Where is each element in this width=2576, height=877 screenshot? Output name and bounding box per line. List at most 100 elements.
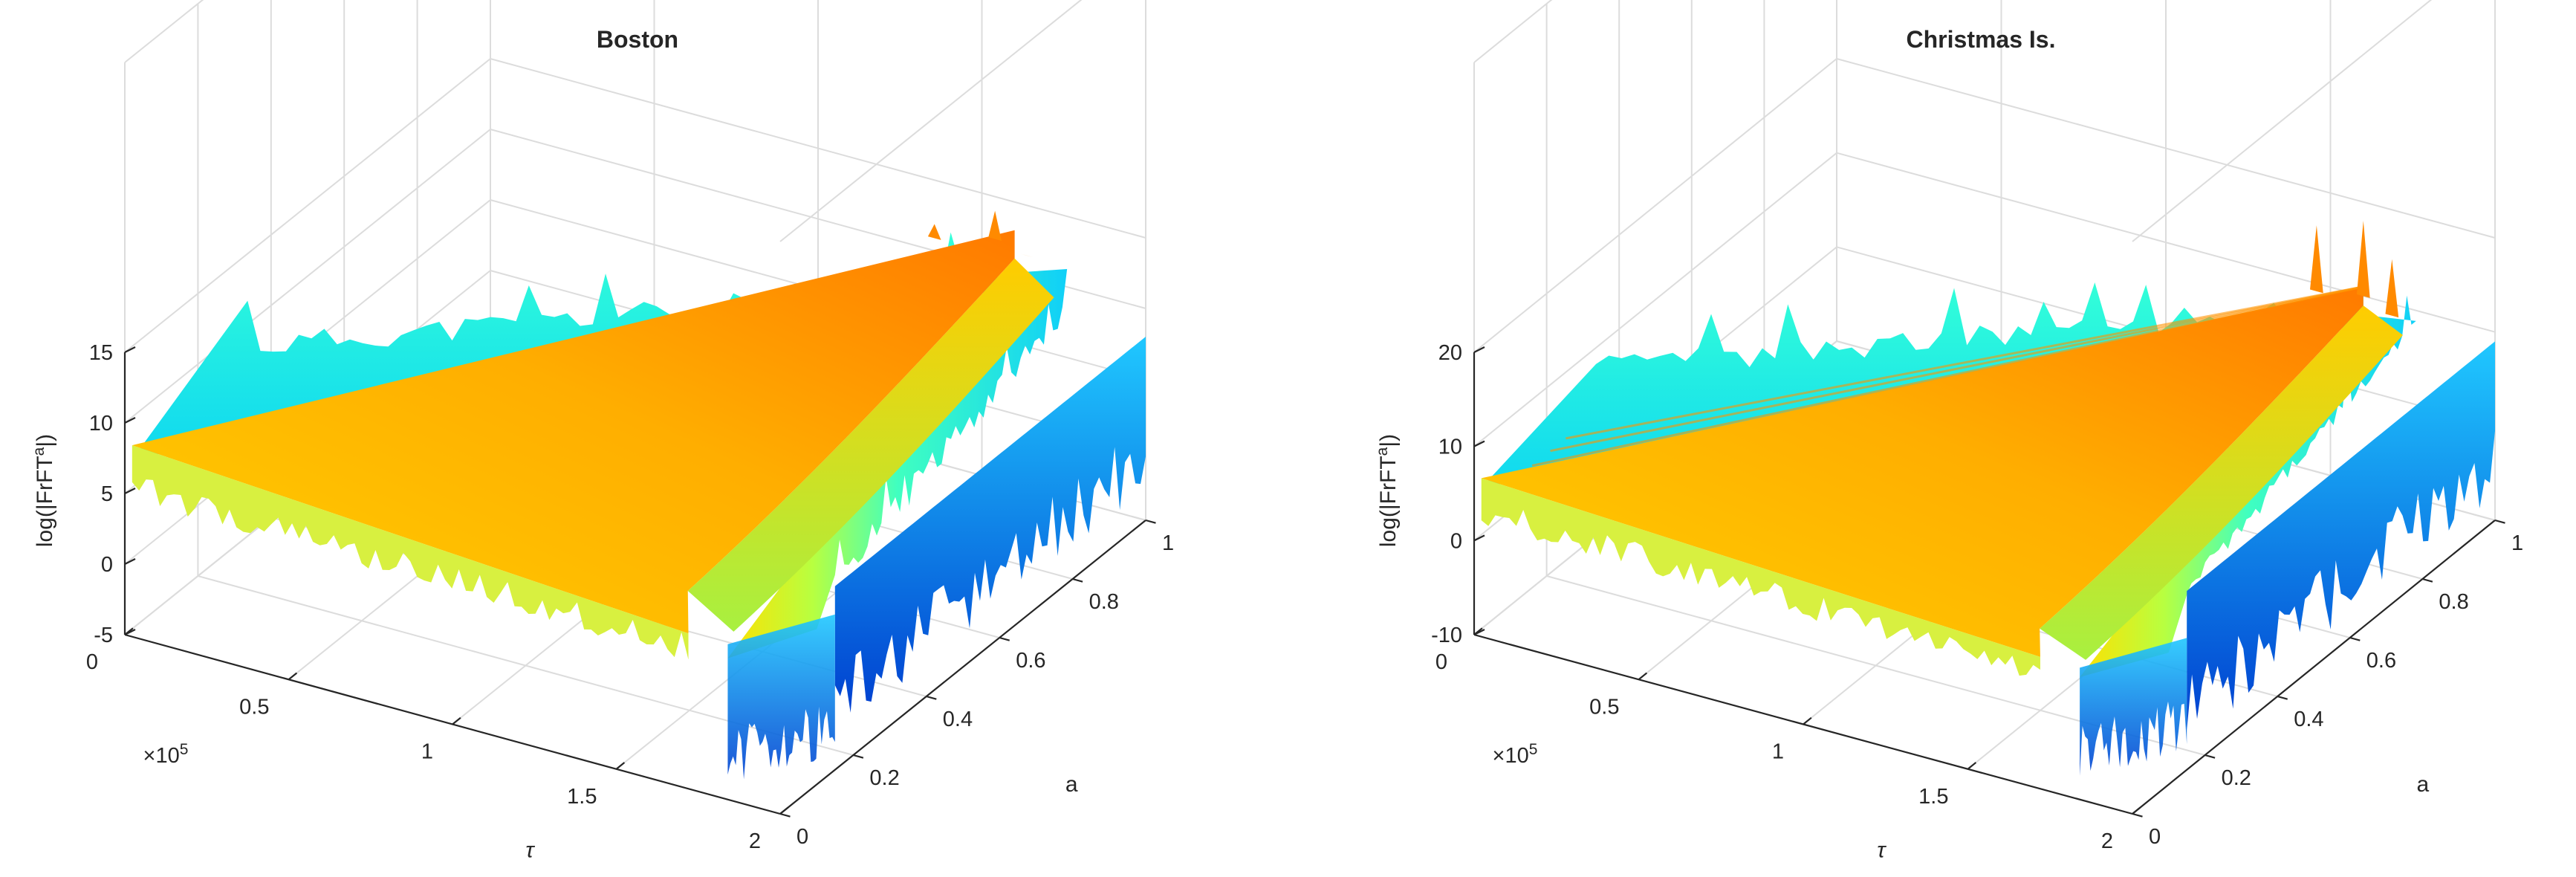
x-tick-mark (1638, 672, 1648, 681)
x-tick-label: 0 (86, 650, 98, 674)
y-tick-mark (2422, 577, 2433, 583)
x-tick-mark (288, 672, 298, 681)
y-tick-label: 0.2 (869, 766, 899, 790)
x-tick-label: 2 (749, 829, 761, 853)
surface-peak (927, 224, 941, 240)
z-tick-label: 5 (101, 482, 113, 506)
surface-yellow-band (2040, 305, 2403, 660)
y-tick-label: 1 (2511, 531, 2523, 555)
x-tick-label: 1 (1772, 740, 1784, 764)
x-exponent-label: ×105 (1493, 741, 1538, 768)
axes: 0 0.5 1 1.5 2 0 0.2 0.4 0.6 0.8 1 -5 0 5 10 15 (86, 341, 1174, 853)
z-tick-mark (124, 558, 136, 565)
z-axis-label: log(|FrFTa|) (1374, 434, 1401, 547)
surface-front-edge (1481, 478, 2040, 676)
surface-main-wedge (132, 230, 1015, 634)
surface-peak (2356, 221, 2370, 298)
surface-side-skirt (834, 337, 1146, 713)
y-tick-label: 0 (797, 825, 808, 849)
z-tick-mark (124, 417, 136, 424)
box-top-edges (124, 0, 1083, 242)
surface-ridge-line (1550, 285, 2364, 453)
subplot-1: 0 0.5 1 1.5 2 0 0.2 0.4 0.6 0.8 1 -5 0 5 10 15 τ a log(|Fr… (30, 0, 1174, 863)
z-tick-mark (1473, 440, 1485, 447)
surface-ridge-line (1565, 285, 2364, 440)
surface-plot (132, 210, 1146, 780)
y-tick-label: 0.4 (2294, 708, 2323, 731)
x-tick-label: 1 (421, 740, 433, 764)
z-tick-mark (1473, 629, 1485, 635)
x-exponent-label: ×105 (143, 741, 189, 768)
z-tick-mark (1473, 346, 1485, 353)
x-tick-mark (779, 806, 789, 815)
x-tick-label: 1.5 (567, 785, 597, 809)
y-tick-mark (926, 695, 937, 700)
y-tick-label: 1 (1162, 531, 1174, 555)
box-top-edges (1473, 0, 2433, 242)
surface-front-skirt (2080, 638, 2187, 776)
y-tick-label: 0.8 (2439, 590, 2468, 614)
x-axis-label: τ (1877, 838, 1886, 863)
x-tick-label: 0.5 (239, 695, 269, 719)
surface-ridge-line (1531, 285, 2364, 467)
y-axis-line (2132, 520, 2496, 815)
y-axis-label: a (1065, 772, 1078, 797)
z-tick-label: 0 (101, 553, 113, 577)
z-tick-label: 10 (89, 412, 113, 436)
y-tick-mark (853, 754, 864, 759)
y-tick-mark (2277, 695, 2288, 700)
surface-front-edge (132, 445, 689, 660)
y-tick-label: 0.8 (1089, 590, 1119, 614)
y-tick-label: 0 (2149, 825, 2161, 849)
z-axis-label: log(|FrFTa|) (30, 434, 57, 547)
surface-yellow-band (687, 258, 1054, 632)
y-tick-mark (2204, 754, 2216, 759)
y-tick-mark (2132, 812, 2143, 818)
z-tick-mark (1473, 534, 1485, 542)
y-tick-mark (999, 636, 1010, 641)
y-tick-mark (2494, 519, 2505, 524)
z-tick-label: -5 (94, 624, 113, 647)
x-axis-label: τ (525, 838, 535, 863)
x-tick-label: 1.5 (1918, 785, 1948, 809)
z-tick-mark (124, 346, 136, 353)
x-tick-label: 0 (1435, 650, 1447, 674)
z-tick-label: 20 (1438, 341, 1462, 365)
x-tick-label: 0.5 (1589, 695, 1619, 719)
surface-peak (988, 210, 1002, 241)
chart-title: Christmas Is. (1907, 26, 2056, 53)
z-tick-mark (124, 629, 136, 635)
y-tick-label: 0.6 (2366, 649, 2396, 673)
x-tick-label: 2 (2101, 829, 2113, 853)
subplot-2: 00.511.52 00.20.40.60.81-1001020τalog(|Fr… (1374, 0, 2523, 863)
x-tick-mark (1803, 716, 1812, 725)
z-tick-label: -10 (1431, 624, 1462, 647)
surface-peak (2385, 259, 2399, 318)
y-tick-mark (1145, 519, 1156, 524)
surface-plot (1481, 221, 2495, 776)
z-tick-label: 15 (89, 341, 113, 365)
surface-peak (1020, 253, 1034, 258)
surface-main-wedge (1481, 286, 2364, 657)
chart-title: Boston (597, 26, 678, 53)
x-tick-mark (452, 716, 461, 725)
z-tick-mark (124, 488, 136, 494)
surface-peak (2310, 225, 2323, 294)
y-axis-line (779, 520, 1146, 815)
y-tick-mark (1072, 577, 1083, 583)
y-tick-label: 0.6 (1016, 649, 1045, 673)
x-tick-mark (615, 762, 626, 770)
y-tick-mark (2349, 636, 2361, 641)
surface-side-skirt (2187, 341, 2495, 731)
x-tick-mark (1967, 762, 1977, 770)
z-tick-label: 0 (1450, 529, 1462, 553)
y-tick-label: 0.4 (943, 708, 973, 731)
x-tick-mark (2132, 806, 2141, 815)
y-tick-mark (779, 812, 791, 818)
y-tick-label: 0.2 (2222, 766, 2251, 790)
surface-front-skirt (727, 614, 835, 780)
z-tick-label: 10 (1438, 436, 1462, 459)
y-axis-label: a (2416, 772, 2429, 797)
